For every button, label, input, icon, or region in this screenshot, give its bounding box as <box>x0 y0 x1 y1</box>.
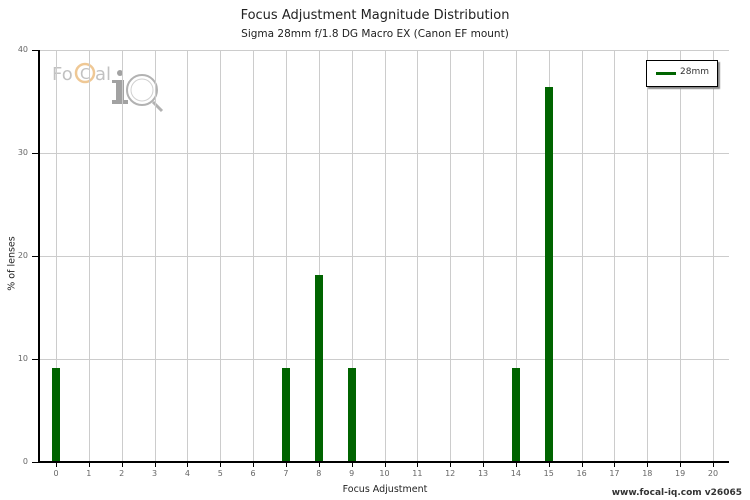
legend-label-28mm: 28mm <box>680 67 709 77</box>
y-axis-label: % of lenses <box>6 236 18 291</box>
gridline-vertical <box>351 50 353 462</box>
x-tick-label: 1 <box>86 469 92 478</box>
x-tick-label: 18 <box>642 469 653 478</box>
legend: 28mm <box>646 60 718 87</box>
x-tick-label: 10 <box>379 469 390 478</box>
bar-7 <box>281 368 290 462</box>
gridline-vertical <box>56 50 57 462</box>
gridline-vertical <box>318 50 320 462</box>
x-tick <box>253 462 255 467</box>
x-tick-label: 8 <box>316 469 322 478</box>
x-tick-label: 7 <box>283 469 289 478</box>
x-tick-label: 2 <box>119 469 125 478</box>
gridline-vertical <box>483 50 485 462</box>
x-tick <box>515 462 517 467</box>
gridline-horizontal <box>38 50 729 51</box>
gridline-vertical <box>154 50 156 462</box>
x-tick <box>88 462 90 467</box>
x-axis-label: Focus Adjustment <box>342 484 428 495</box>
x-tick <box>417 462 419 467</box>
x-tick-label: 4 <box>184 469 190 478</box>
svg-text:al: al <box>95 64 111 85</box>
gridline-vertical <box>121 50 123 462</box>
bar-0 <box>52 368 60 462</box>
chart-subtitle: Sigma 28mm f/1.8 DG Macro EX (Canon EF m… <box>241 28 509 40</box>
x-tick <box>384 462 386 467</box>
svg-text:C: C <box>80 65 90 83</box>
x-tick <box>318 462 320 467</box>
x-tick <box>614 462 616 467</box>
x-tick-label: 17 <box>609 469 620 478</box>
x-tick <box>450 462 452 467</box>
gridline-vertical <box>384 50 386 462</box>
gridline-vertical <box>450 50 452 462</box>
bar-9 <box>347 368 356 462</box>
y-tick-label: 20 <box>17 251 28 260</box>
gridline-horizontal <box>38 256 729 257</box>
x-tick <box>285 462 287 467</box>
gridline-vertical <box>647 50 649 462</box>
bar-14 <box>511 368 520 462</box>
x-tick <box>56 462 57 467</box>
gridline-vertical <box>220 50 222 462</box>
watermark: www.focal-iq.com v26065 <box>611 488 742 498</box>
gridline-horizontal <box>38 359 729 360</box>
gridline-vertical <box>285 50 287 462</box>
gridline-vertical <box>713 50 714 462</box>
y-tick <box>32 153 38 154</box>
x-tick-label: 14 <box>510 469 521 478</box>
gridline-vertical <box>581 50 583 462</box>
y-tick <box>32 359 38 360</box>
x-tick <box>154 462 156 467</box>
logo-icon: Fo C al <box>52 62 164 113</box>
x-tick <box>581 462 583 467</box>
x-tick <box>647 462 649 467</box>
gridline-vertical <box>614 50 616 462</box>
x-tick-label: 6 <box>250 469 256 478</box>
y-tick-label: 0 <box>22 457 28 466</box>
x-tick <box>713 462 714 467</box>
plot-area: Fo C al 0 10 20 30 40 0 1 2 3 4 5 6 7 8 9 10 11 12 13 14 15 1… <box>18 45 729 478</box>
bar-15 <box>544 87 553 462</box>
chart-title: Focus Adjustment Magnitude Distribution <box>240 8 510 23</box>
x-tick-label: 3 <box>152 469 158 478</box>
x-tick-label: 19 <box>675 469 686 478</box>
gridline-vertical <box>88 50 90 462</box>
x-tick-label: 16 <box>576 469 587 478</box>
y-tick <box>32 256 38 257</box>
x-tick-label: 15 <box>543 469 554 478</box>
x-tick-label: 13 <box>477 469 489 478</box>
gridline-vertical <box>680 50 682 462</box>
gridline-horizontal <box>38 153 729 154</box>
x-tick-label: 12 <box>445 469 456 478</box>
x-tick-label: 20 <box>707 469 719 478</box>
focal-iq-logo: Fo C al <box>50 58 180 118</box>
y-tick-label: 30 <box>17 148 28 157</box>
svg-text:Fo: Fo <box>52 64 73 85</box>
x-tick <box>680 462 682 467</box>
x-tick-label: 5 <box>217 469 223 478</box>
y-tick-label: 40 <box>17 45 28 54</box>
x-tick <box>187 462 189 467</box>
gridline-vertical <box>187 50 189 462</box>
y-tick-label: 10 <box>17 354 28 363</box>
x-axis <box>38 461 729 463</box>
gridline-vertical <box>515 50 517 462</box>
gridline-vertical <box>253 50 255 462</box>
x-tick <box>351 462 353 467</box>
legend-swatch-28mm <box>656 72 676 75</box>
y-axis <box>38 50 40 463</box>
x-tick-label: 0 <box>53 469 59 478</box>
x-tick-label: 11 <box>412 469 423 478</box>
x-tick-label: 9 <box>349 469 355 478</box>
gridline-vertical <box>417 50 419 462</box>
x-tick <box>548 462 550 467</box>
bar-8 <box>314 274 323 462</box>
x-tick <box>220 462 222 467</box>
x-tick <box>121 462 123 467</box>
x-tick <box>483 462 485 467</box>
y-tick <box>32 462 38 463</box>
y-tick <box>32 50 38 51</box>
